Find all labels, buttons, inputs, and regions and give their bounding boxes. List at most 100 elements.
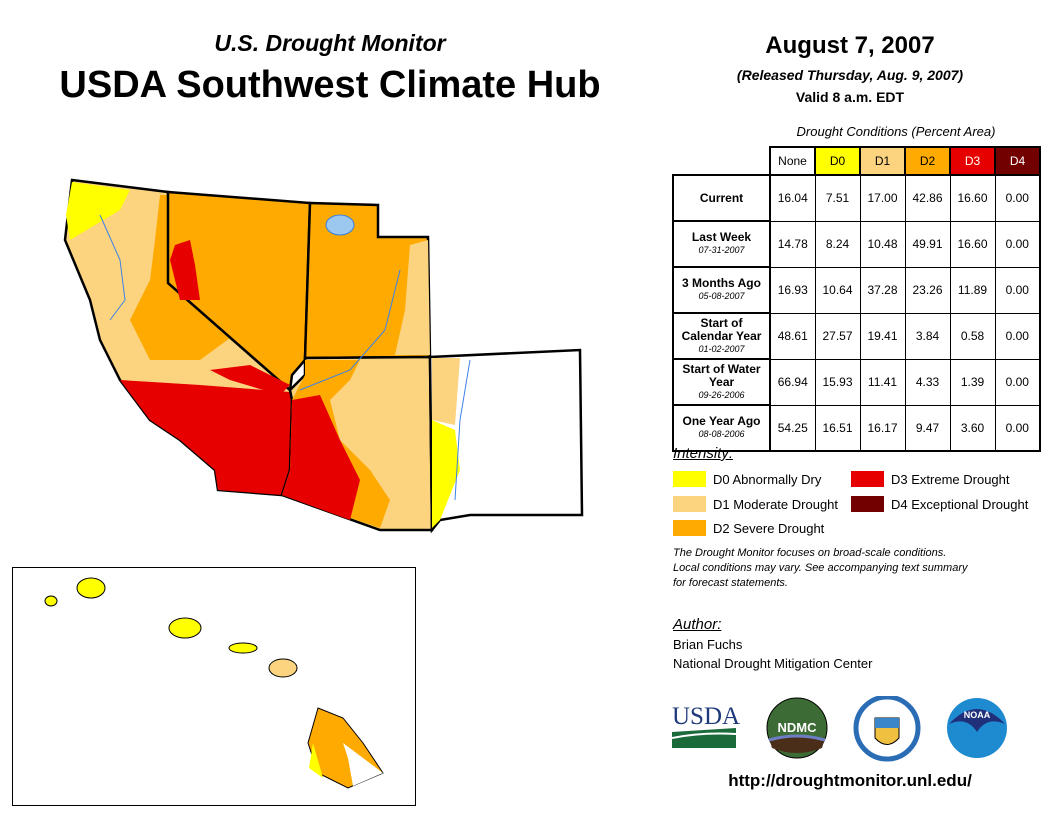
author-org: National Drought Mitigation Center — [673, 656, 873, 671]
svg-text:NDMC: NDMC — [778, 720, 818, 735]
table-cell: 17.00 — [859, 174, 906, 222]
arizona-d3 — [282, 395, 360, 520]
row-label-text: Start of Water Year — [682, 361, 761, 389]
author-heading: Author: — [673, 616, 722, 633]
hawaii-inset — [12, 567, 416, 806]
legend-item-d4: D4 Exceptional Drought — [851, 496, 1028, 512]
legend-item-d0: D0 Abnormally Dry — [673, 471, 821, 487]
legend-item-d2: D2 Severe Drought — [673, 520, 824, 536]
table-cell: 0.00 — [994, 174, 1041, 222]
table-row: Start of Water Year 09-26-2006 66.94 15.93 1… — [672, 358, 1041, 406]
note-line: Local conditions may vary. See accompany… — [673, 562, 968, 574]
legend-swatch — [673, 520, 706, 536]
table-cell: 10.64 — [814, 266, 861, 314]
website-link[interactable]: http://droughtmonitor.unl.edu/ — [728, 771, 972, 790]
table-row: Current 16.04 7.51 17.00 42.86 16.60 0.00 — [672, 174, 1041, 222]
author-name: Brian Fuchs — [673, 637, 743, 652]
table-cell: 42.86 — [904, 174, 951, 222]
table-cell: 0.58 — [949, 312, 996, 360]
table-row: Last Week 07-31-2007 14.78 8.24 10.48 49.91 16… — [672, 220, 1041, 268]
legend-swatch — [673, 496, 706, 512]
col-d3: D3 — [949, 146, 996, 176]
table-cell: 0.00 — [994, 220, 1041, 268]
table-row: Start of Calendar Year 01-02-2007 48.61 27.… — [672, 312, 1041, 360]
legend-label: D1 Moderate Drought — [713, 496, 839, 512]
note-line: for forecast statements. — [673, 577, 788, 589]
row-date: 09-26-2006 — [698, 389, 745, 400]
usda-logo: USDA — [672, 703, 740, 748]
row-label: Current — [672, 174, 771, 222]
svg-text:NOAA: NOAA — [964, 710, 991, 720]
legend-title: Intensity: — [673, 445, 734, 462]
table-row: One Year Ago 08-08-2006 54.25 16.51 16.17 9.4… — [672, 404, 1041, 452]
table-cell: 66.94 — [769, 358, 816, 406]
table-cell: 14.78 — [769, 220, 816, 268]
table-cell: 16.17 — [859, 404, 906, 452]
row-date: 01-02-2007 — [698, 343, 745, 354]
table-cell: 54.25 — [769, 404, 816, 452]
nevada-d3-south — [210, 365, 290, 395]
table-cell: 23.26 — [904, 266, 951, 314]
table-cell: 10.48 — [859, 220, 906, 268]
great-salt-lake — [325, 214, 355, 236]
legend-label: D4 Exceptional Drought — [891, 496, 1029, 512]
table-row: 3 Months Ago 05-08-2007 16.93 10.64 37.28 23.… — [672, 266, 1041, 314]
table-cell: 11.89 — [949, 266, 996, 314]
row-date: 08-08-2006 — [698, 429, 745, 439]
rivers — [99, 214, 471, 501]
row-label: Last Week 07-31-2007 — [672, 220, 771, 268]
nevada-d3 — [170, 240, 200, 300]
legend-swatch — [673, 471, 706, 487]
drought-conditions-table: None D0 D1 D2 D3 D4 Current 16.04 7.51 17.0… — [672, 146, 1041, 452]
col-none: None — [769, 146, 816, 176]
california-d0 — [66, 182, 130, 240]
row-label-text: Last Week — [691, 230, 752, 244]
table-cell: 0.00 — [994, 312, 1041, 360]
release-date: (Released Thursday, Aug. 9, 2007) — [736, 67, 964, 83]
note-line: The Drought Monitor focuses on broad-sca… — [673, 547, 947, 559]
california-d2 — [130, 195, 230, 360]
svg-text:USDA: USDA — [672, 703, 740, 730]
page-title: USDA Southwest Climate Hub — [59, 64, 601, 106]
table-cell: 3.84 — [904, 312, 951, 360]
table-header-row: None D0 D1 D2 D3 D4 — [673, 146, 1041, 176]
row-label: Start of Calendar Year 01-02-2007 — [672, 312, 771, 360]
table-cell: 15.93 — [814, 358, 861, 406]
table-title: Drought Conditions (Percent Area) — [796, 124, 996, 139]
new-mexico — [428, 348, 584, 534]
row-label: One Year Ago 08-08-2006 — [672, 404, 771, 452]
legend-swatch — [851, 471, 884, 487]
map-date: August 7, 2007 — [765, 32, 935, 59]
row-date: 07-31-2007 — [698, 245, 745, 255]
table-cell: 48.61 — [769, 312, 816, 360]
row-label-text: One Year Ago — [682, 414, 761, 428]
table-cell: 16.51 — [814, 404, 861, 452]
hawaii-map — [44, 577, 384, 789]
commerce-logo — [853, 696, 921, 762]
new-mexico-d1 — [432, 358, 460, 425]
legend-item-d3: D3 Extreme Drought — [851, 471, 1010, 487]
col-d2: D2 — [904, 146, 951, 176]
table-cell: 8.24 — [814, 220, 861, 268]
row-label: 3 Months Ago 05-08-2007 — [672, 266, 771, 314]
row-label-text: Current — [699, 190, 744, 205]
california-d3 — [120, 380, 292, 495]
table-cell: 4.33 — [904, 358, 951, 406]
table-cell: 3.60 — [949, 404, 996, 452]
table-cell: 0.00 — [994, 266, 1041, 314]
table-cell: 16.04 — [769, 174, 816, 222]
row-date: 05-08-2007 — [698, 291, 745, 301]
table-cell: 49.91 — [904, 220, 951, 268]
table-cell: 16.60 — [949, 174, 996, 222]
table-cell: 9.47 — [904, 404, 951, 452]
valid-time: Valid 8 a.m. EDT — [795, 89, 905, 105]
noaa-logo: NOAA — [947, 698, 1007, 758]
table-cell: 27.57 — [814, 312, 861, 360]
subtitle: U.S. Drought Monitor — [214, 30, 446, 56]
legend-swatch — [851, 496, 884, 512]
table-cell: 7.51 — [814, 174, 861, 222]
table-cell: 1.39 — [949, 358, 996, 406]
legend-label: D0 Abnormally Dry — [713, 471, 822, 487]
legend-label: D2 Severe Drought — [713, 520, 825, 536]
